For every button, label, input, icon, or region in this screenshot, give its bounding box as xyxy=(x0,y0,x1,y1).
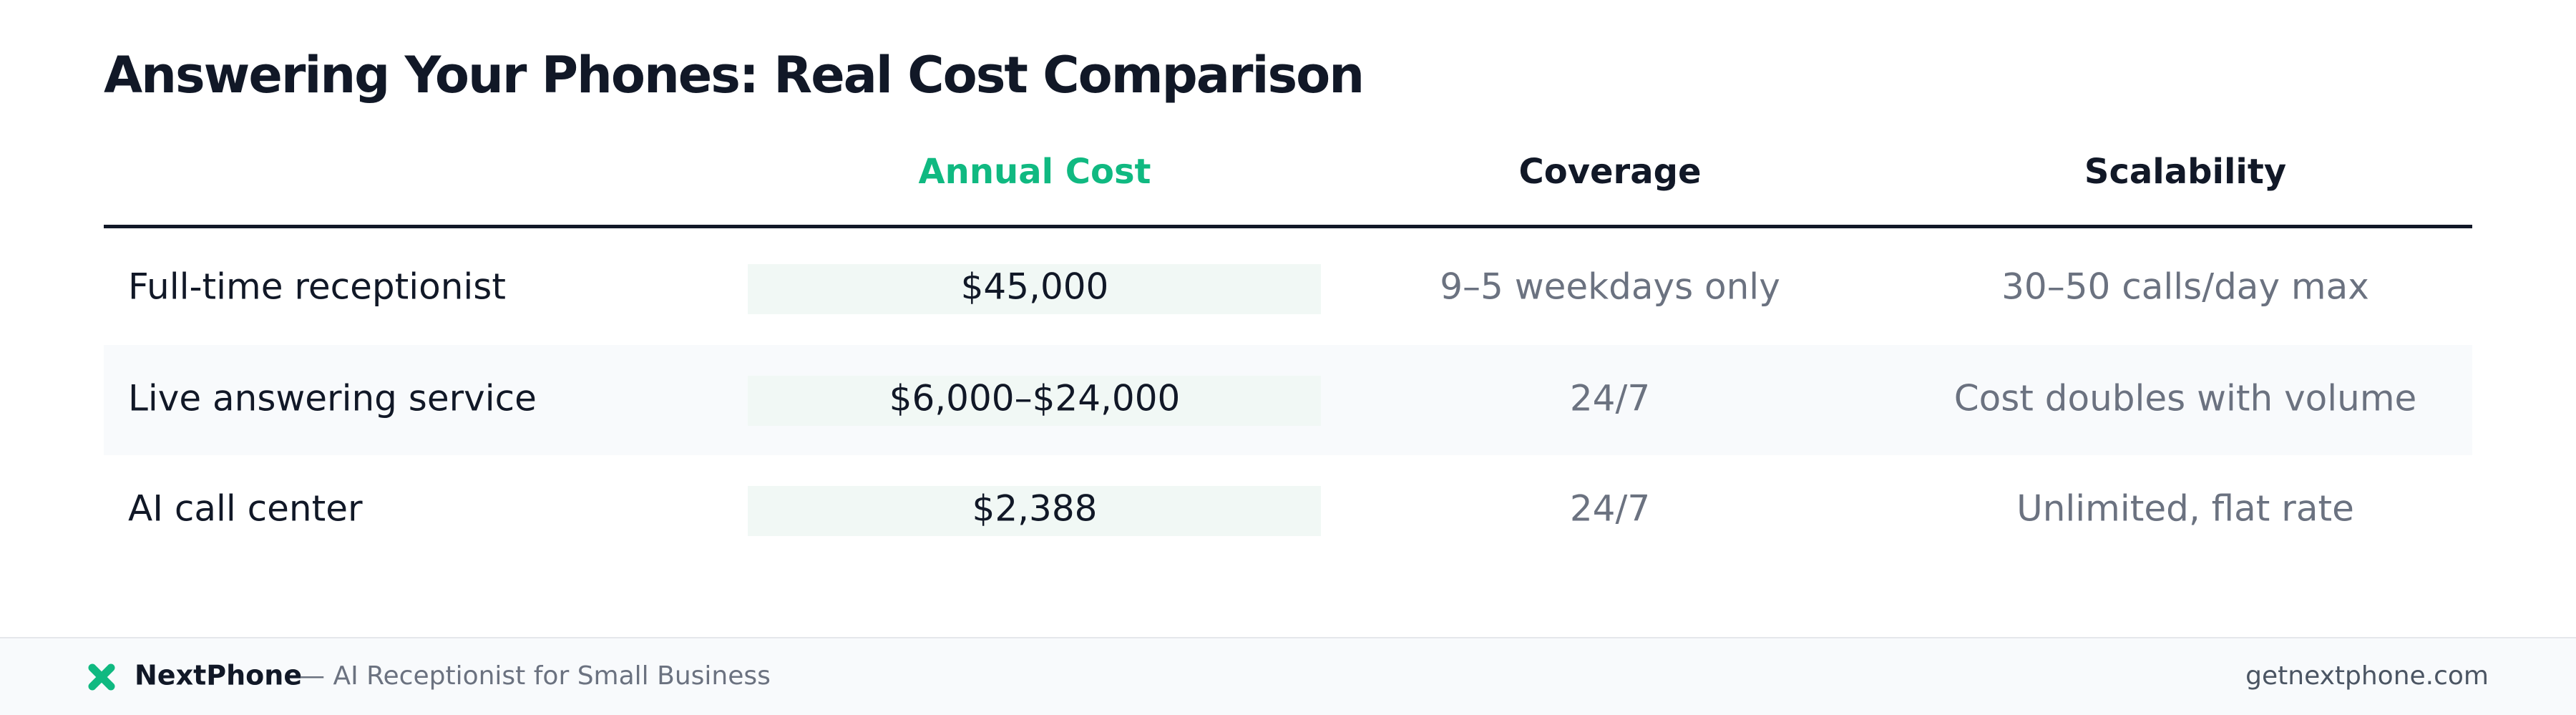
highlight-cell xyxy=(748,376,1321,426)
row-label: Full-time receptionist xyxy=(128,266,506,308)
cell: Cost doubles with volume xyxy=(1954,378,2417,419)
logo-icon xyxy=(88,663,115,691)
footer-bar xyxy=(0,638,2576,715)
highlight-cell xyxy=(748,264,1321,314)
footer-rule xyxy=(0,637,2576,638)
highlight-cell xyxy=(748,486,1321,536)
row-label: AI call center xyxy=(128,488,363,530)
column-header: Annual Cost xyxy=(919,152,1151,192)
header-rule xyxy=(104,225,2472,228)
cell: $6,000–$24,000 xyxy=(889,378,1181,419)
table: Annual Cost Coverage Scalability Full-time … xyxy=(128,152,2416,536)
brand: NextPhone xyxy=(135,660,302,691)
title: Answering Your Phones: Real Cost Compari… xyxy=(104,46,1363,104)
cell: $45,000 xyxy=(961,266,1109,308)
cell: 24/7 xyxy=(1570,488,1650,530)
cell: 30–50 calls/day max xyxy=(2001,266,2369,308)
row-label: Live answering service xyxy=(128,378,537,419)
column-header: Coverage xyxy=(1518,152,1701,192)
cell: $2,388 xyxy=(972,488,1098,530)
cell: 9–5 weekdays only xyxy=(1440,266,1780,308)
footer-url: getnextphone.com xyxy=(2245,661,2489,691)
column-header: Scalability xyxy=(2084,152,2286,192)
cell: Unlimited, flat rate xyxy=(2016,488,2354,530)
tagline: — AI Receptionist for Small Business xyxy=(299,661,771,691)
cell: 24/7 xyxy=(1570,378,1650,419)
